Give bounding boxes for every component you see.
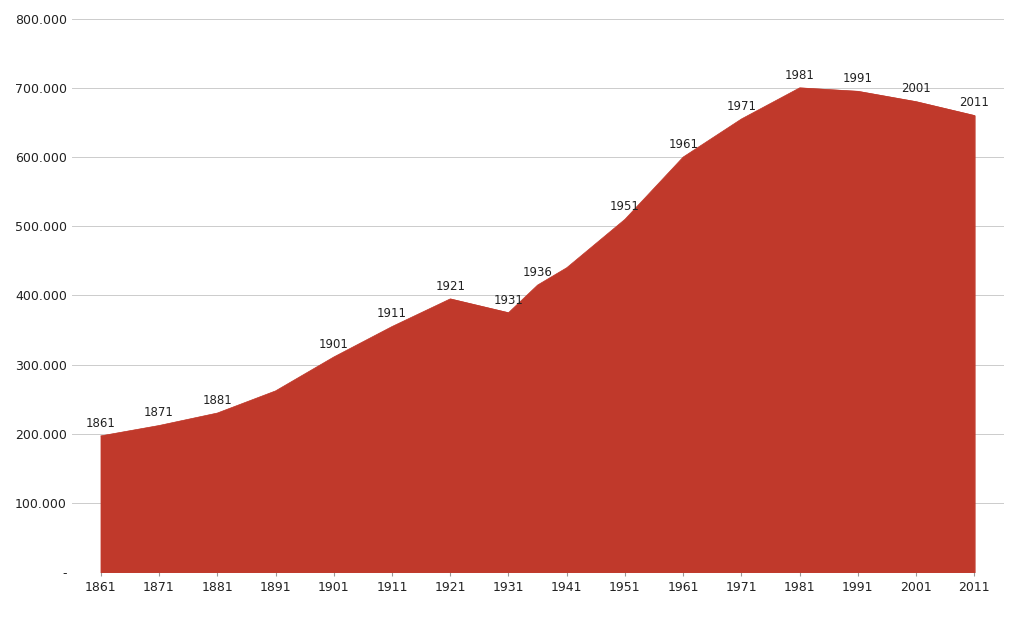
Text: 2011: 2011 xyxy=(959,96,989,109)
Text: 1871: 1871 xyxy=(144,406,174,419)
Text: 1971: 1971 xyxy=(726,100,757,113)
Text: 2001: 2001 xyxy=(901,83,931,95)
Text: 1861: 1861 xyxy=(86,417,116,430)
Text: 1936: 1936 xyxy=(522,266,553,279)
Text: 1951: 1951 xyxy=(610,200,640,213)
Text: 1911: 1911 xyxy=(377,307,407,320)
Text: 1881: 1881 xyxy=(203,394,232,407)
Text: 1921: 1921 xyxy=(435,280,465,293)
Text: 1961: 1961 xyxy=(669,138,698,151)
Text: 1931: 1931 xyxy=(494,294,523,307)
Text: 1901: 1901 xyxy=(318,338,349,351)
Text: 1981: 1981 xyxy=(784,68,815,81)
Text: 1991: 1991 xyxy=(843,72,872,85)
